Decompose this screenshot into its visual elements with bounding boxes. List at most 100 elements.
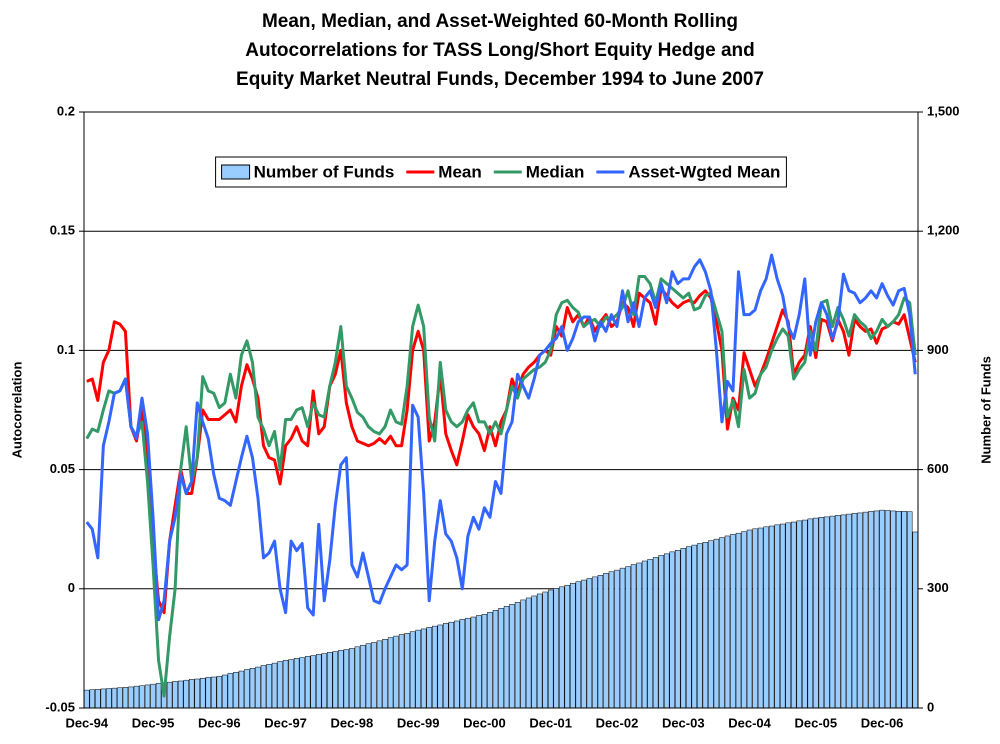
- bar: [691, 544, 698, 709]
- y2-tick-label: 600: [927, 461, 949, 476]
- x-tick-label: Dec-06: [861, 715, 904, 730]
- bar: [697, 543, 703, 709]
- bar: [404, 633, 410, 709]
- y-tick-label: 0.2: [57, 103, 75, 118]
- line-series: [85, 253, 917, 622]
- x-tick-label: Dec-03: [662, 715, 705, 730]
- bars: [84, 509, 918, 709]
- bar: [829, 515, 836, 709]
- bar: [304, 656, 311, 709]
- bar: [133, 685, 140, 709]
- bar: [459, 619, 466, 709]
- bar: [708, 540, 714, 709]
- bar: [746, 529, 753, 709]
- bar: [884, 510, 891, 709]
- bar: [641, 560, 648, 709]
- chart-title: Mean, Median, and Asset-Weighted 60-Mont…: [262, 11, 738, 32]
- bar: [155, 683, 162, 709]
- bar: [238, 670, 245, 709]
- bar: [813, 517, 819, 709]
- x-tick-label: Dec-02: [596, 715, 639, 730]
- bar: [669, 551, 675, 709]
- bar: [774, 524, 780, 709]
- bar: [360, 644, 366, 709]
- x-tick-label: Dec-00: [463, 715, 506, 730]
- bar: [89, 689, 95, 709]
- bar: [106, 688, 112, 709]
- bar: [680, 548, 686, 709]
- bar: [686, 546, 692, 709]
- bar: [868, 511, 874, 709]
- bar: [310, 655, 316, 709]
- bar: [288, 659, 294, 709]
- bar: [846, 513, 852, 709]
- bar: [663, 553, 670, 709]
- bar: [735, 532, 742, 709]
- bar: [768, 525, 775, 709]
- y-tick-label: 0.05: [50, 461, 75, 476]
- bar: [791, 521, 797, 709]
- bar: [266, 664, 272, 709]
- bar: [393, 635, 399, 709]
- bar: [465, 617, 471, 709]
- legend-label: Median: [526, 162, 585, 181]
- bar: [122, 687, 129, 709]
- bar: [365, 643, 372, 709]
- bar: [409, 631, 416, 709]
- line-series: [86, 286, 917, 615]
- bar: [216, 675, 223, 709]
- y2-tick-label: 0: [927, 699, 934, 714]
- bar: [188, 679, 195, 709]
- bar: [807, 518, 814, 709]
- bar: [873, 510, 880, 709]
- bar: [177, 680, 184, 709]
- bar: [514, 602, 521, 709]
- bar: [857, 512, 863, 709]
- bar: [713, 538, 720, 709]
- bar: [332, 651, 339, 709]
- bar: [531, 595, 537, 709]
- bar: [200, 677, 206, 709]
- bar: [432, 625, 438, 709]
- bar: [316, 654, 322, 709]
- y-axis-title: Autocorrelation: [9, 362, 24, 459]
- bar: [895, 511, 902, 709]
- bar: [343, 649, 350, 709]
- bar: [150, 683, 156, 709]
- bar: [597, 575, 604, 709]
- bar: [371, 642, 377, 709]
- x-tick-label: Dec-97: [264, 715, 307, 730]
- bar: [492, 610, 499, 709]
- bar: [244, 669, 250, 709]
- bar: [376, 640, 383, 709]
- bar: [144, 684, 151, 709]
- y2-tick-label: 1,200: [927, 223, 960, 238]
- bar: [824, 516, 830, 709]
- bar: [592, 576, 598, 709]
- bar: [382, 639, 388, 709]
- y-tick-label: 0.1: [57, 342, 75, 357]
- bar: [476, 615, 482, 709]
- bar: [222, 674, 228, 709]
- bar: [608, 571, 615, 709]
- bar: [818, 517, 825, 709]
- bar: [636, 562, 642, 709]
- chart-title: Autocorrelations for TASS Long/Short Equ…: [245, 40, 755, 61]
- bar: [741, 531, 747, 709]
- x-tick-label: Dec-95: [132, 715, 175, 730]
- bar: [277, 661, 283, 709]
- bar: [111, 687, 118, 709]
- bar: [117, 687, 123, 709]
- bar: [166, 681, 173, 709]
- bar: [95, 689, 101, 709]
- bar: [912, 531, 918, 709]
- bar: [470, 616, 477, 709]
- bar: [675, 550, 681, 709]
- y-tick-label: 0.15: [50, 223, 75, 238]
- bar: [625, 566, 631, 709]
- bar: [338, 650, 344, 709]
- bar: [183, 679, 189, 709]
- bar: [796, 520, 802, 709]
- y-tick-label: 0: [68, 580, 75, 595]
